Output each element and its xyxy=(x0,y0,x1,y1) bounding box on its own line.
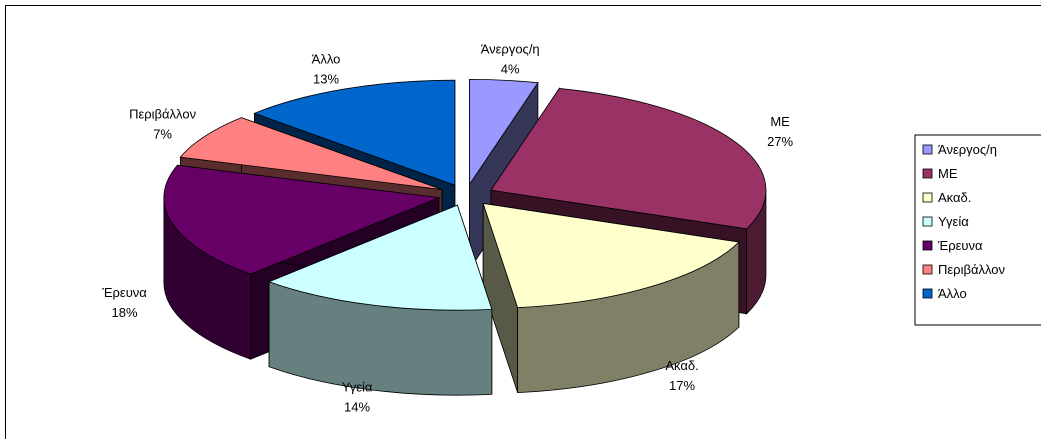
slice-label-environment: Περιβάλλον xyxy=(129,106,196,121)
legend-swatch-unemployed xyxy=(922,144,933,155)
pie-slice-health xyxy=(267,204,493,396)
legend-swatch-akad xyxy=(922,192,933,203)
pie-labels: Άνεργος/η 4% ΜΕ 27% Ακαδ. 17% Υγεία 14% Έρευνα 18… xyxy=(101,41,793,414)
slice-value-unemployed: 4% xyxy=(501,61,520,76)
legend-swatch-me xyxy=(922,168,933,179)
slice-top-health xyxy=(267,204,493,311)
legend-label-environment: Περιβάλλον xyxy=(938,262,1005,277)
pie-slices xyxy=(163,78,767,396)
legend-label-research: Έρευνα xyxy=(937,238,983,253)
slice-label-unemployed: Άνεργος/η xyxy=(481,41,540,56)
slice-top-unemployed xyxy=(469,78,539,186)
legend-swatch-other xyxy=(922,288,933,299)
slice-top-akad xyxy=(482,202,740,309)
legend-label-health: Υγεία xyxy=(938,214,969,229)
legend-label-akad: Ακαδ. xyxy=(938,190,971,205)
slice-value-other: 13% xyxy=(313,71,339,86)
legend-label-me: ΜΕ xyxy=(938,166,958,181)
legend-label-other: Άλλο xyxy=(938,286,967,301)
legend: Άνεργος/η ΜΕ Ακαδ. Υγεία Έρευνα Περιβάλλον Άλλ… xyxy=(914,134,1041,326)
slice-top-research xyxy=(163,164,441,275)
slice-value-environment: 7% xyxy=(153,126,172,141)
slice-top-environment xyxy=(179,117,443,190)
legend-swatch-health xyxy=(922,216,933,227)
chart-frame xyxy=(5,5,1041,439)
legend-label-unemployed: Άνεργος/η xyxy=(938,142,997,157)
slice-label-me: ΜΕ xyxy=(770,114,790,129)
slice-value-health: 14% xyxy=(344,400,370,415)
slice-value-research: 18% xyxy=(112,305,138,320)
slice-label-health: Υγεία xyxy=(342,380,373,395)
slice-top-me xyxy=(490,88,767,230)
pie-slice-akad xyxy=(482,202,740,394)
slice-label-research: Έρευνα xyxy=(101,285,147,300)
slice-label-akad: Ακαδ. xyxy=(665,358,698,373)
slice-label-other: Άλλο xyxy=(312,51,341,66)
legend-swatch-environment xyxy=(922,264,933,275)
slice-value-me: 27% xyxy=(767,134,793,149)
legend-swatch-research xyxy=(922,240,933,251)
slice-value-akad: 17% xyxy=(669,378,695,393)
slice-top-other xyxy=(253,79,456,186)
legend-box xyxy=(914,134,1041,326)
